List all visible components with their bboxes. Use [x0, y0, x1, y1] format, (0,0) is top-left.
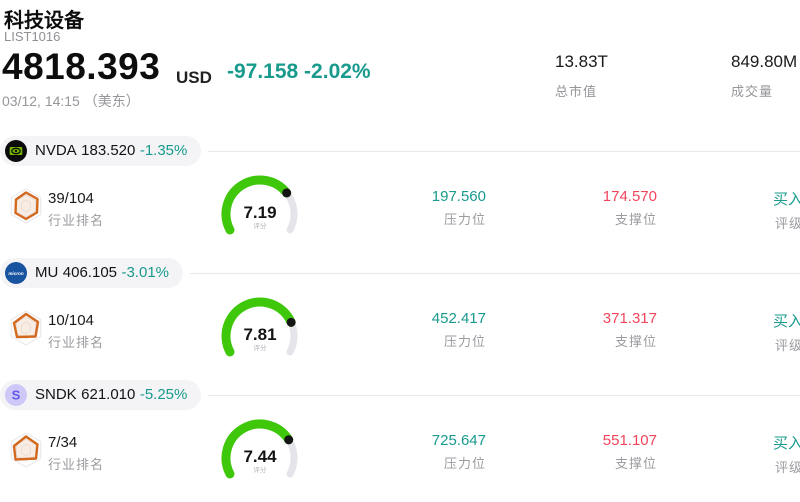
score-gauge: 7.81 评分 — [218, 294, 302, 364]
rating-col: 买入 评级 — [773, 310, 800, 354]
rating-col: 买入 评级 — [773, 432, 800, 476]
rating-value: 买入 — [772, 313, 800, 330]
support-col: 371.317 支撑位 — [603, 310, 657, 350]
rating-col: 买入 评级 — [773, 188, 800, 232]
rating-label: 评级 — [774, 460, 800, 475]
support-col: 551.107 支撑位 — [603, 432, 657, 472]
rating-label: 评级 — [774, 338, 800, 353]
stock-row-nvda: NVDA 183.520 -1.35% 39/104 行业排名 7.19 评分 1… — [0, 136, 800, 258]
pressure-value: 725.647 — [431, 432, 486, 449]
pressure-col: 197.560 压力位 — [432, 188, 486, 228]
stock-chip-mu[interactable]: micron MU 406.105 -3.01% — [0, 258, 183, 288]
industry-rank-radar-icon — [10, 310, 42, 346]
industry-rank-value: 10/104 — [48, 312, 94, 329]
industry-rank-value: 39/104 — [48, 190, 94, 207]
support-label: 支撑位 — [614, 456, 657, 471]
pressure-label: 压力位 — [443, 456, 486, 471]
support-value: 551.107 — [602, 432, 657, 449]
ticker: SNDK — [35, 386, 77, 403]
quote-timestamp: 03/12, 14:15 （美东） — [2, 93, 140, 109]
stock-row-header: S SNDK 621.010 -5.25% — [0, 380, 800, 410]
currency-label: USD — [176, 68, 212, 87]
ticker: NVDA — [35, 142, 77, 159]
svg-text:评分: 评分 — [254, 221, 268, 230]
industry-rank-label: 行业排名 — [48, 213, 105, 228]
pressure-label: 压力位 — [443, 334, 486, 349]
pressure-col: 725.647 压力位 — [432, 432, 486, 472]
stock-row-mu: micron MU 406.105 -3.01% 10/104 行业排名 7.8… — [0, 258, 800, 380]
rating-label: 评级 — [774, 216, 800, 231]
index-change: -97.158 -2.02% — [227, 60, 371, 83]
stock-row-header: NVDA 183.520 -1.35% — [0, 136, 800, 166]
stock-change: -1.35% — [139, 142, 188, 159]
svg-text:评分: 评分 — [254, 343, 268, 352]
industry-rank: 10/104 行业排名 — [48, 312, 104, 351]
market-cap-label: 总市值 — [555, 84, 598, 99]
support-value: 371.317 — [602, 310, 657, 327]
stock-price: 621.010 — [81, 386, 136, 403]
market-cap-value: 13.83T — [555, 52, 608, 71]
pressure-value: 452.417 — [431, 310, 486, 327]
svg-text:7.19: 7.19 — [243, 203, 276, 222]
industry-rank-radar-icon — [10, 432, 42, 468]
industry-rank-label: 行业排名 — [48, 457, 105, 472]
index-price: 4818.393 — [2, 46, 161, 87]
support-col: 174.570 支撑位 — [603, 188, 657, 228]
support-label: 支撑位 — [614, 212, 657, 227]
score-gauge: 7.44 评分 — [218, 416, 302, 486]
industry-rank: 7/34 行业排名 — [48, 434, 104, 473]
row-divider — [190, 272, 800, 274]
ticker: MU — [35, 264, 59, 281]
row-divider — [208, 150, 800, 152]
pressure-label: 压力位 — [443, 212, 486, 227]
industry-rank-radar-icon — [10, 188, 42, 224]
industry-rank: 39/104 行业排名 — [48, 190, 104, 229]
stock-chip-nvda[interactable]: NVDA 183.520 -1.35% — [0, 136, 202, 166]
volume-value: 849.80M — [731, 52, 798, 71]
sndk-logo-icon: S — [5, 384, 27, 406]
support-label: 支撑位 — [614, 334, 657, 349]
list-id: LIST1016 — [4, 29, 61, 44]
pressure-col: 452.417 压力位 — [432, 310, 486, 350]
stock-price: 406.105 — [62, 264, 118, 281]
rating-value: 买入 — [772, 435, 800, 452]
page-title: 科技设备 — [4, 10, 84, 32]
nvda-logo-icon — [5, 140, 27, 162]
svg-text:S: S — [12, 388, 21, 403]
stock-change: -3.01% — [121, 264, 169, 281]
svg-text:7.81: 7.81 — [243, 325, 276, 344]
row-divider — [208, 394, 800, 396]
stock-chip-sndk[interactable]: S SNDK 621.010 -5.25% — [0, 380, 202, 410]
volume-label: 成交量 — [731, 84, 774, 99]
support-value: 174.570 — [602, 188, 657, 205]
svg-text:评分: 评分 — [254, 465, 268, 474]
stock-row-sndk: S SNDK 621.010 -5.25% 7/34 行业排名 7.44 评分 7… — [0, 380, 800, 502]
score-gauge: 7.19 评分 — [218, 172, 302, 242]
volume-stat: 849.80M 成交量 — [731, 52, 797, 100]
stock-price: 183.520 — [81, 142, 136, 159]
stock-change: -5.25% — [139, 386, 188, 403]
industry-rank-value: 7/34 — [48, 434, 78, 451]
stock-row-header: micron MU 406.105 -3.01% — [0, 258, 800, 288]
micron-logo-icon: micron — [5, 262, 27, 284]
svg-text:micron: micron — [8, 271, 24, 276]
rating-value: 买入 — [772, 191, 800, 208]
svg-text:7.44: 7.44 — [243, 447, 277, 466]
market-cap-stat: 13.83T 总市值 — [555, 52, 608, 100]
pressure-value: 197.560 — [431, 188, 486, 205]
industry-rank-label: 行业排名 — [48, 335, 105, 350]
